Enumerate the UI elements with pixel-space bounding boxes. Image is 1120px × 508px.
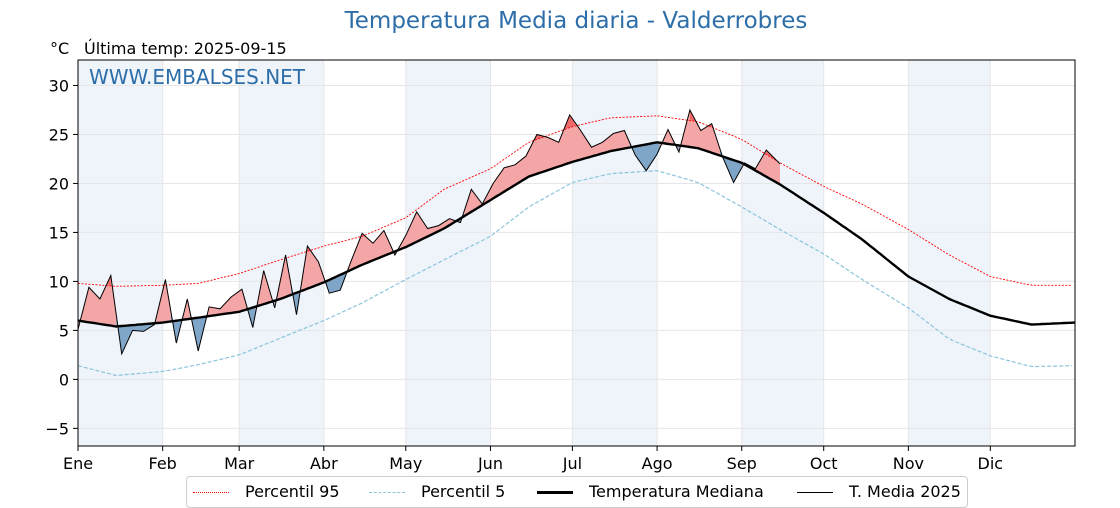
x-tick-dic: Dic [978,454,1004,473]
y-axis-ticks: −5 0 5 10 15 20 25 30 [45,76,78,438]
y-tick-label: 15 [49,223,69,242]
series-line-median [77,141,1076,328]
x-tick-ago: Ago [642,454,673,473]
unit-label: °C [50,39,70,58]
legend-swatch-median [537,491,573,494]
x-axis-ticks: Ene Feb Mar Abr May Jun Jul Ago Sep Oct Nov Dic [63,446,1003,473]
above-p95-area [564,114,576,130]
series-line-2025 [77,108,781,356]
below-median-area [170,311,182,344]
series-lines [77,108,1076,377]
series-line-p5 [77,170,1073,377]
month-bands [78,60,991,446]
x-tick-ene: Ene [63,454,93,473]
above-median-area [345,230,393,276]
temperature-chart: −5 0 5 10 15 20 25 30 Ene Feb Mar Abr May Jun Jul Ago S… [45,59,1076,473]
above-median-area [206,289,248,318]
x-tick-mar: Mar [224,454,255,473]
month-band-may [405,60,491,446]
legend: Percentil 95 Percentil 5 Temperatura Med… [186,476,968,508]
legend-swatch-p5 [369,492,405,493]
y-tick-label: 5 [59,321,69,340]
x-tick-feb: Feb [149,454,177,473]
below-median-area [629,142,660,171]
month-band-ene [78,60,163,446]
month-band-sep [741,60,824,446]
legend-label-current: T. Media 2025 [849,482,961,501]
watermark: WWW.EMBALSES.NET [89,65,306,89]
below-median-area [323,272,346,294]
above-median-area [181,299,190,322]
legend-swatch-p95 [193,492,229,493]
legend-swatch-current [797,492,833,493]
chart-title: Temperatura Media diaria - Valderrobres [344,8,808,34]
series-line-p95 [77,115,1073,287]
y-tick-label: 0 [59,370,69,389]
y-tick-label: 25 [49,125,69,144]
y-tick-label: −5 [45,419,69,438]
month-band-nov [908,60,991,446]
x-tick-abr: Abr [310,454,338,473]
x-tick-sep: Sep [727,454,757,473]
above-median-area [741,150,780,185]
x-tick-nov: Nov [893,454,924,473]
y-tick-label: 30 [49,76,69,95]
below-median-area [271,298,275,308]
x-tick-jun: Jun [477,454,503,473]
above-median-area [154,279,171,325]
x-tick-may: May [389,454,422,473]
above-median-area [78,275,117,330]
legend-label-p5: Percentil 5 [421,482,506,501]
above-median-area [678,109,720,156]
month-band-jul [572,60,658,446]
x-tick-jul: Jul [562,454,582,473]
x-tick-oct: Oct [810,454,838,473]
legend-label-median: Temperatura Mediana [589,482,764,501]
plot-frame [77,59,1076,447]
y-tick-label: 20 [49,174,69,193]
y-tick-label: 10 [49,272,69,291]
legend-label-p95: Percentil 95 [245,482,340,501]
above-median-area [274,254,292,308]
last-temp-label: Última temp: 2025-09-15 [84,39,287,58]
below-median-area [189,312,207,351]
below-median-area [719,148,742,183]
